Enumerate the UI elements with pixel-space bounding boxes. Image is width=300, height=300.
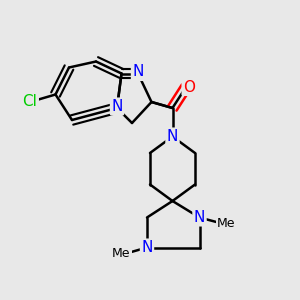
Text: Me: Me bbox=[112, 247, 131, 260]
Text: N: N bbox=[111, 99, 123, 114]
Text: N: N bbox=[167, 129, 178, 144]
Text: N: N bbox=[194, 210, 205, 225]
Text: Cl: Cl bbox=[22, 94, 38, 110]
Text: Me: Me bbox=[217, 217, 236, 230]
Text: N: N bbox=[132, 64, 144, 80]
Text: N: N bbox=[141, 240, 153, 255]
Text: O: O bbox=[183, 80, 195, 94]
